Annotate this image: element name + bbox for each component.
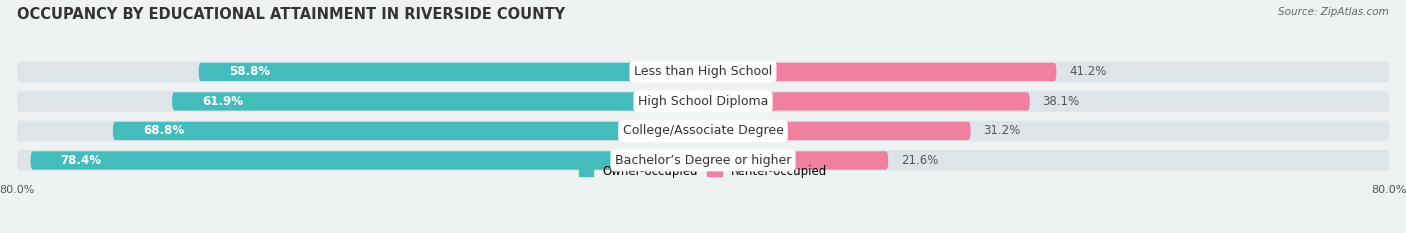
Text: College/Associate Degree: College/Associate Degree (623, 124, 783, 137)
FancyBboxPatch shape (198, 63, 703, 81)
FancyBboxPatch shape (17, 91, 1389, 112)
Text: 61.9%: 61.9% (202, 95, 243, 108)
FancyBboxPatch shape (703, 122, 970, 140)
Text: OCCUPANCY BY EDUCATIONAL ATTAINMENT IN RIVERSIDE COUNTY: OCCUPANCY BY EDUCATIONAL ATTAINMENT IN R… (17, 7, 565, 22)
FancyBboxPatch shape (17, 150, 1389, 171)
Text: High School Diploma: High School Diploma (638, 95, 768, 108)
Text: 58.8%: 58.8% (229, 65, 270, 79)
FancyBboxPatch shape (112, 122, 703, 140)
FancyBboxPatch shape (17, 62, 1389, 82)
Text: 68.8%: 68.8% (143, 124, 184, 137)
FancyBboxPatch shape (703, 151, 889, 170)
Legend: Owner-occupied, Renter-occupied: Owner-occupied, Renter-occupied (579, 165, 827, 178)
Text: 41.2%: 41.2% (1069, 65, 1107, 79)
Text: 38.1%: 38.1% (1043, 95, 1080, 108)
FancyBboxPatch shape (31, 151, 703, 170)
FancyBboxPatch shape (703, 63, 1056, 81)
Text: 31.2%: 31.2% (983, 124, 1021, 137)
Text: Bachelor’s Degree or higher: Bachelor’s Degree or higher (614, 154, 792, 167)
Text: 78.4%: 78.4% (60, 154, 101, 167)
Text: Source: ZipAtlas.com: Source: ZipAtlas.com (1278, 7, 1389, 17)
FancyBboxPatch shape (172, 92, 703, 111)
FancyBboxPatch shape (17, 121, 1389, 141)
Text: Less than High School: Less than High School (634, 65, 772, 79)
Text: 21.6%: 21.6% (901, 154, 938, 167)
FancyBboxPatch shape (703, 92, 1029, 111)
